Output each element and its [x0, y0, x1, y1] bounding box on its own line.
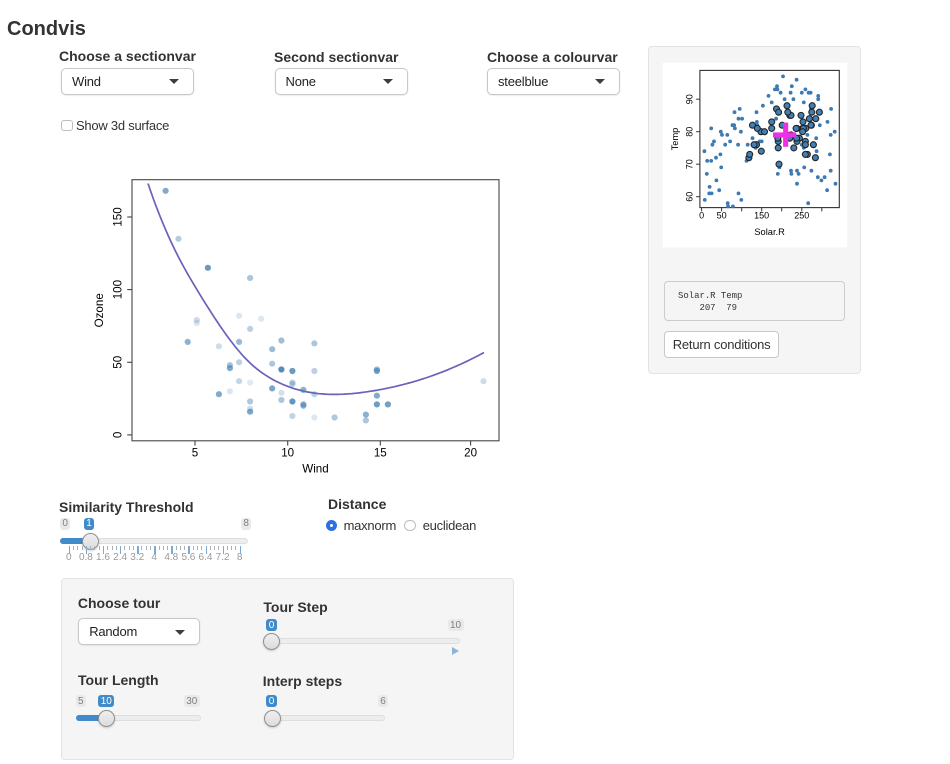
svg-text:50: 50 — [112, 356, 125, 369]
svg-text:Ozone: Ozone — [93, 293, 106, 327]
svg-text:Temp: Temp — [670, 128, 680, 151]
svg-text:150: 150 — [112, 207, 125, 226]
svg-text:90: 90 — [684, 94, 694, 104]
svg-text:20: 20 — [464, 447, 477, 460]
svg-text:Wind: Wind — [302, 462, 328, 475]
svg-text:100: 100 — [112, 280, 125, 299]
svg-text:0: 0 — [112, 432, 125, 438]
svg-text:150: 150 — [754, 210, 769, 220]
svg-text:70: 70 — [684, 159, 694, 169]
svg-text:50: 50 — [717, 210, 727, 220]
svg-text:10: 10 — [281, 447, 294, 460]
svg-text:15: 15 — [374, 447, 387, 460]
svg-text:5: 5 — [192, 447, 198, 460]
svg-text:60: 60 — [684, 192, 694, 202]
svg-text:250: 250 — [794, 210, 809, 220]
svg-text:80: 80 — [684, 127, 694, 137]
svg-text:Solar.R: Solar.R — [754, 227, 785, 237]
svg-text:0: 0 — [699, 210, 704, 220]
